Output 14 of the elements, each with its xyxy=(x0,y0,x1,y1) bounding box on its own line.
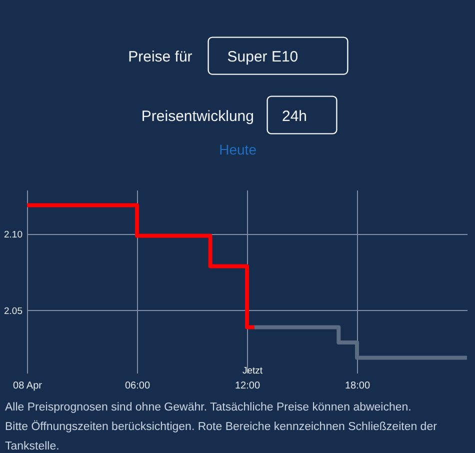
text: Bitte Öffnungszeiten berücksichtigen. Rote Bereiche kennzeichnen Schließzeiten der Tankstelle. xyxy=(5,420,438,452)
chart-subtitle: Heute xyxy=(219,142,257,158)
x-tick-label: 06:00 xyxy=(124,380,150,392)
text: Preise für xyxy=(128,48,192,66)
text: 24h xyxy=(282,108,308,125)
text: Super E10 xyxy=(227,48,298,66)
y-tick-label: 2.05 xyxy=(4,306,22,317)
x-tick-label: 08 Apr xyxy=(13,380,43,392)
y-tick-label: 2.10 xyxy=(4,230,22,241)
annotation: Jetzt xyxy=(242,366,263,376)
chart-title: Preisentwicklung xyxy=(141,108,254,125)
x-tick-label: 12:00 xyxy=(234,380,260,392)
text: Alle Preisprognosen sind ohne Gewähr. Tatsächliche Preise können abweichen. xyxy=(5,402,412,414)
x-tick-label: 18:00 xyxy=(344,380,370,392)
